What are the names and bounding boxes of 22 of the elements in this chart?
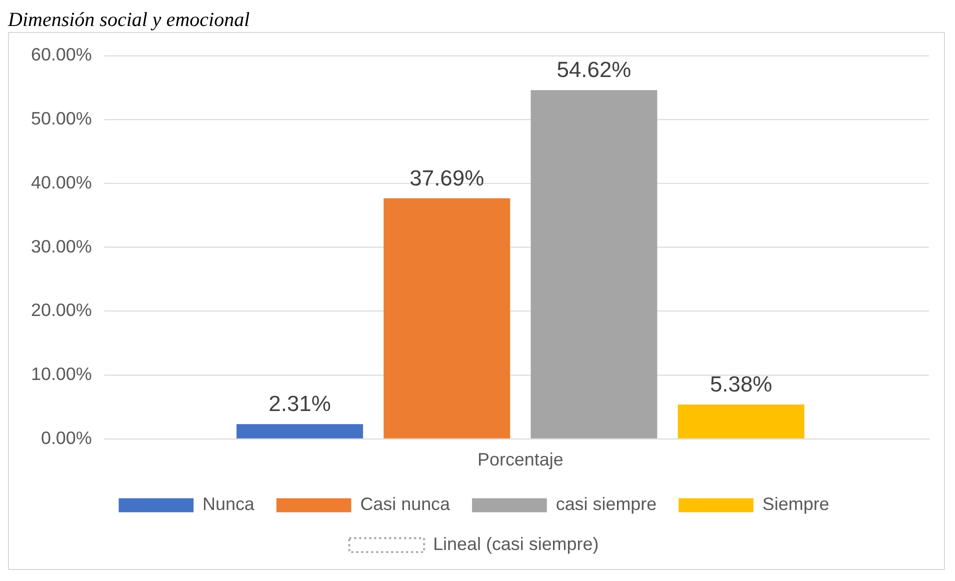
y-tick-label: 60.00%: [30, 44, 92, 65]
data-label: 54.62%: [556, 57, 632, 82]
legend-label: Lineal (casi siempre): [433, 534, 599, 554]
legend-label: Casi nunca: [360, 494, 450, 514]
data-label: 5.38%: [710, 372, 772, 397]
y-tick-label: 0.00%: [40, 428, 92, 448]
y-tick-label: 10.00%: [30, 364, 92, 384]
data-label: 37.69%: [410, 165, 484, 190]
y-tick-label: 40.00%: [30, 172, 92, 192]
legend-label: Siempre: [762, 494, 830, 514]
x-tick-label: Porcentaje: [478, 450, 564, 470]
bar: [678, 404, 804, 438]
legend-label: Nunca: [202, 494, 254, 514]
y-tick-label: 30.00%: [30, 236, 92, 256]
y-tick-label: 20.00%: [30, 300, 92, 320]
y-tick-label: 50.00%: [30, 108, 92, 129]
chart-title: Dimensión social y emocional: [8, 8, 251, 32]
data-label: 2.31%: [268, 391, 331, 416]
bar: [530, 90, 658, 438]
bar: [236, 424, 364, 438]
legend-label: casi siempre: [556, 494, 657, 514]
bar: [384, 198, 510, 438]
